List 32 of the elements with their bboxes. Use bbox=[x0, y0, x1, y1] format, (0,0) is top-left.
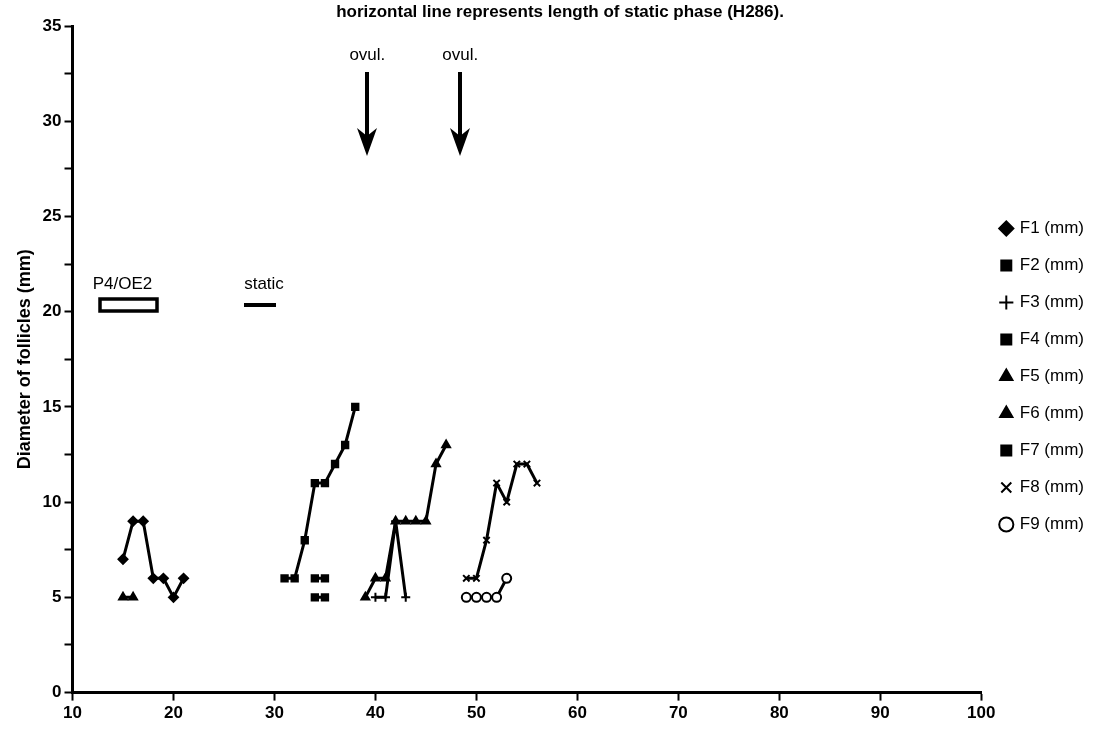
legend-label: F6 (mm) bbox=[1019, 403, 1085, 423]
y-tick-label: 10 bbox=[42, 491, 62, 511]
x-tick-label: 30 bbox=[265, 703, 284, 723]
x-tick-label: 40 bbox=[365, 703, 385, 723]
y-tick-label: 30 bbox=[42, 110, 62, 130]
legend-label: F4 (mm) bbox=[1019, 329, 1085, 349]
y-axis-title: Diameter of follicles (mm) bbox=[13, 249, 34, 470]
legend-label: F5 (mm) bbox=[1019, 366, 1085, 386]
legend-label: F3 (mm) bbox=[1019, 292, 1085, 312]
y-tick-label: 0 bbox=[52, 682, 62, 702]
y-tick-label: 15 bbox=[42, 396, 62, 416]
legend-label: F7 (mm) bbox=[1019, 440, 1085, 460]
chart-title: horizontal line represents length of static phase (H286). bbox=[336, 2, 784, 22]
x-tick-label: 90 bbox=[870, 703, 890, 723]
legend-label: F9 (mm) bbox=[1019, 514, 1085, 534]
y-tick-label: 25 bbox=[42, 206, 62, 226]
legend-label: F8 (mm) bbox=[1019, 477, 1085, 497]
y-tick-label: 35 bbox=[42, 15, 62, 35]
legend-label: F2 (mm) bbox=[1019, 255, 1085, 275]
x-tick-label: 100 bbox=[967, 703, 996, 723]
annotation: P4/OE2 bbox=[92, 273, 153, 293]
x-tick-label: 80 bbox=[769, 703, 789, 723]
x-tick-label: 20 bbox=[164, 703, 183, 723]
x-tick-label: 60 bbox=[567, 703, 587, 723]
annotation: ovul. bbox=[442, 45, 479, 65]
legend-label: F1 (mm) bbox=[1019, 218, 1085, 238]
annotation: static bbox=[244, 273, 285, 293]
annotation: ovul. bbox=[349, 45, 386, 65]
x-tick-label: 70 bbox=[668, 703, 688, 723]
y-tick-label: 20 bbox=[42, 301, 62, 321]
x-tick-label: 50 bbox=[466, 703, 486, 723]
y-tick-label: 5 bbox=[52, 587, 62, 607]
